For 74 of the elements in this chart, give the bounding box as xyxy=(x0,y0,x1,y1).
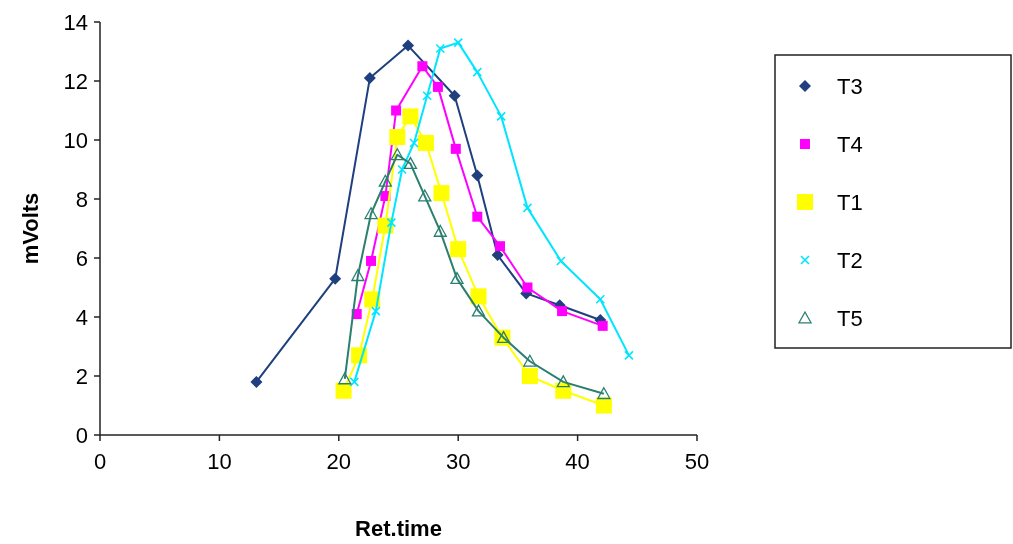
legend-label: T2 xyxy=(837,248,863,273)
point xyxy=(453,37,463,48)
y-tick-label: 0 xyxy=(75,423,88,448)
point xyxy=(624,350,634,361)
x-tick-label: 50 xyxy=(684,449,710,474)
y-tick-label: 6 xyxy=(75,246,88,271)
point xyxy=(351,269,365,282)
point xyxy=(556,375,570,388)
point xyxy=(338,372,352,385)
point xyxy=(433,224,447,237)
y-tick-label: 12 xyxy=(63,69,88,94)
y-tick-label: 14 xyxy=(63,10,88,35)
point xyxy=(391,105,402,116)
legend-label: T3 xyxy=(837,74,863,99)
point xyxy=(470,288,487,305)
y-tick-label: 10 xyxy=(63,128,88,153)
point xyxy=(494,241,505,252)
point xyxy=(432,81,443,92)
legend-label: T5 xyxy=(837,306,863,331)
point xyxy=(363,72,376,85)
point xyxy=(390,148,404,161)
point xyxy=(522,203,533,213)
point xyxy=(450,143,461,154)
point xyxy=(448,89,461,102)
point xyxy=(496,111,506,122)
y-axis-title: mVolts xyxy=(18,192,43,265)
point xyxy=(450,241,467,258)
point xyxy=(450,272,464,285)
y-tick-label: 4 xyxy=(75,305,88,330)
point xyxy=(595,397,612,414)
point xyxy=(418,189,432,202)
point xyxy=(371,306,381,316)
legend-label: T4 xyxy=(837,132,863,157)
y-tick-label: 8 xyxy=(75,187,88,212)
point xyxy=(378,174,393,187)
point xyxy=(556,256,566,266)
point xyxy=(417,134,434,151)
point xyxy=(597,387,611,400)
point xyxy=(597,320,608,331)
point xyxy=(522,282,533,293)
point xyxy=(471,169,484,182)
point xyxy=(402,108,419,125)
x-tick-label: 20 xyxy=(326,449,352,474)
point xyxy=(523,354,537,367)
x-tick-label: 10 xyxy=(207,449,232,474)
point xyxy=(422,90,432,101)
point xyxy=(397,164,407,175)
point xyxy=(417,61,428,72)
point xyxy=(435,43,446,54)
point xyxy=(250,375,263,388)
point xyxy=(595,294,606,305)
point xyxy=(409,138,419,148)
y-tick-label: 2 xyxy=(75,364,88,389)
x-tick-label: 30 xyxy=(445,449,471,474)
point xyxy=(329,272,342,285)
point xyxy=(471,304,486,317)
legend-label: T1 xyxy=(837,190,863,215)
point xyxy=(472,211,483,222)
x-axis-title: Ret.time xyxy=(355,516,442,541)
point xyxy=(389,129,406,146)
point xyxy=(403,156,418,170)
point xyxy=(555,382,572,399)
point xyxy=(349,377,360,387)
point xyxy=(366,255,377,266)
point xyxy=(433,185,450,202)
point xyxy=(472,67,483,77)
point xyxy=(521,368,538,384)
point xyxy=(335,382,352,399)
x-tick-label: 40 xyxy=(565,449,590,474)
point xyxy=(557,306,568,317)
x-tick-label: 0 xyxy=(93,449,107,474)
point xyxy=(402,39,415,52)
point xyxy=(386,217,397,228)
point xyxy=(364,207,378,220)
